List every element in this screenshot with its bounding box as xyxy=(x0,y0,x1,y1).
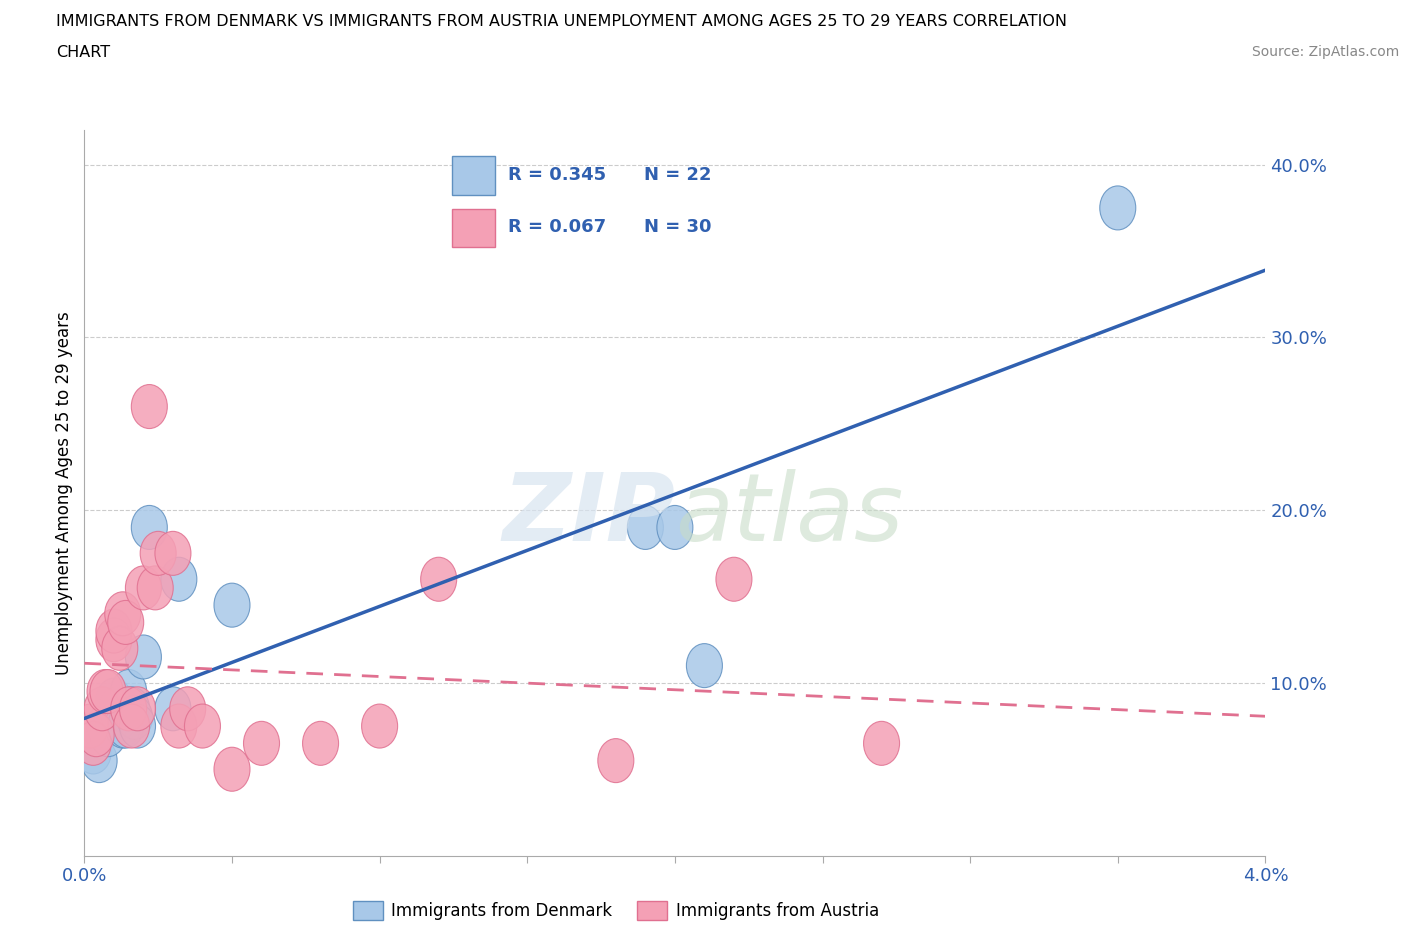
Ellipse shape xyxy=(104,704,141,748)
Ellipse shape xyxy=(90,712,127,757)
Ellipse shape xyxy=(214,747,250,791)
Ellipse shape xyxy=(96,609,132,653)
Ellipse shape xyxy=(131,384,167,429)
Ellipse shape xyxy=(82,738,117,783)
Ellipse shape xyxy=(160,704,197,748)
Ellipse shape xyxy=(117,696,153,739)
Ellipse shape xyxy=(75,730,111,774)
Y-axis label: Unemployment Among Ages 25 to 29 years: Unemployment Among Ages 25 to 29 years xyxy=(55,311,73,675)
Ellipse shape xyxy=(302,722,339,765)
Ellipse shape xyxy=(716,557,752,602)
Ellipse shape xyxy=(125,565,162,610)
Ellipse shape xyxy=(863,722,900,765)
Ellipse shape xyxy=(160,557,197,602)
Ellipse shape xyxy=(214,583,250,627)
Ellipse shape xyxy=(686,644,723,687)
Ellipse shape xyxy=(138,565,173,610)
Ellipse shape xyxy=(243,722,280,765)
Ellipse shape xyxy=(111,686,146,731)
Ellipse shape xyxy=(155,531,191,576)
Ellipse shape xyxy=(84,686,120,731)
Ellipse shape xyxy=(98,686,135,731)
Ellipse shape xyxy=(90,670,127,713)
Ellipse shape xyxy=(598,738,634,783)
Ellipse shape xyxy=(1099,186,1136,230)
Ellipse shape xyxy=(79,712,114,757)
Ellipse shape xyxy=(155,686,191,731)
Text: IMMIGRANTS FROM DENMARK VS IMMIGRANTS FROM AUSTRIA UNEMPLOYMENT AMONG AGES 25 TO: IMMIGRANTS FROM DENMARK VS IMMIGRANTS FR… xyxy=(56,14,1067,29)
Ellipse shape xyxy=(657,505,693,550)
Ellipse shape xyxy=(114,704,149,748)
Ellipse shape xyxy=(87,670,124,713)
Ellipse shape xyxy=(120,704,156,748)
Text: atlas: atlas xyxy=(675,469,903,560)
Ellipse shape xyxy=(627,505,664,550)
Ellipse shape xyxy=(104,591,141,636)
Ellipse shape xyxy=(420,557,457,602)
Ellipse shape xyxy=(108,601,143,644)
Text: ZIP: ZIP xyxy=(502,469,675,561)
Ellipse shape xyxy=(131,505,167,550)
Ellipse shape xyxy=(96,678,132,723)
Ellipse shape xyxy=(170,686,205,731)
Ellipse shape xyxy=(114,686,149,731)
Ellipse shape xyxy=(87,704,124,748)
Ellipse shape xyxy=(120,686,156,731)
Ellipse shape xyxy=(101,626,138,671)
Ellipse shape xyxy=(75,722,111,765)
Ellipse shape xyxy=(108,704,143,748)
Text: Source: ZipAtlas.com: Source: ZipAtlas.com xyxy=(1251,45,1399,59)
Ellipse shape xyxy=(96,618,132,662)
Ellipse shape xyxy=(72,704,108,748)
Ellipse shape xyxy=(111,670,146,713)
Ellipse shape xyxy=(101,696,138,739)
Ellipse shape xyxy=(141,531,176,576)
Legend: Immigrants from Denmark, Immigrants from Austria: Immigrants from Denmark, Immigrants from… xyxy=(346,895,886,927)
Text: CHART: CHART xyxy=(56,45,110,60)
Ellipse shape xyxy=(361,704,398,748)
Ellipse shape xyxy=(125,635,162,679)
Ellipse shape xyxy=(184,704,221,748)
